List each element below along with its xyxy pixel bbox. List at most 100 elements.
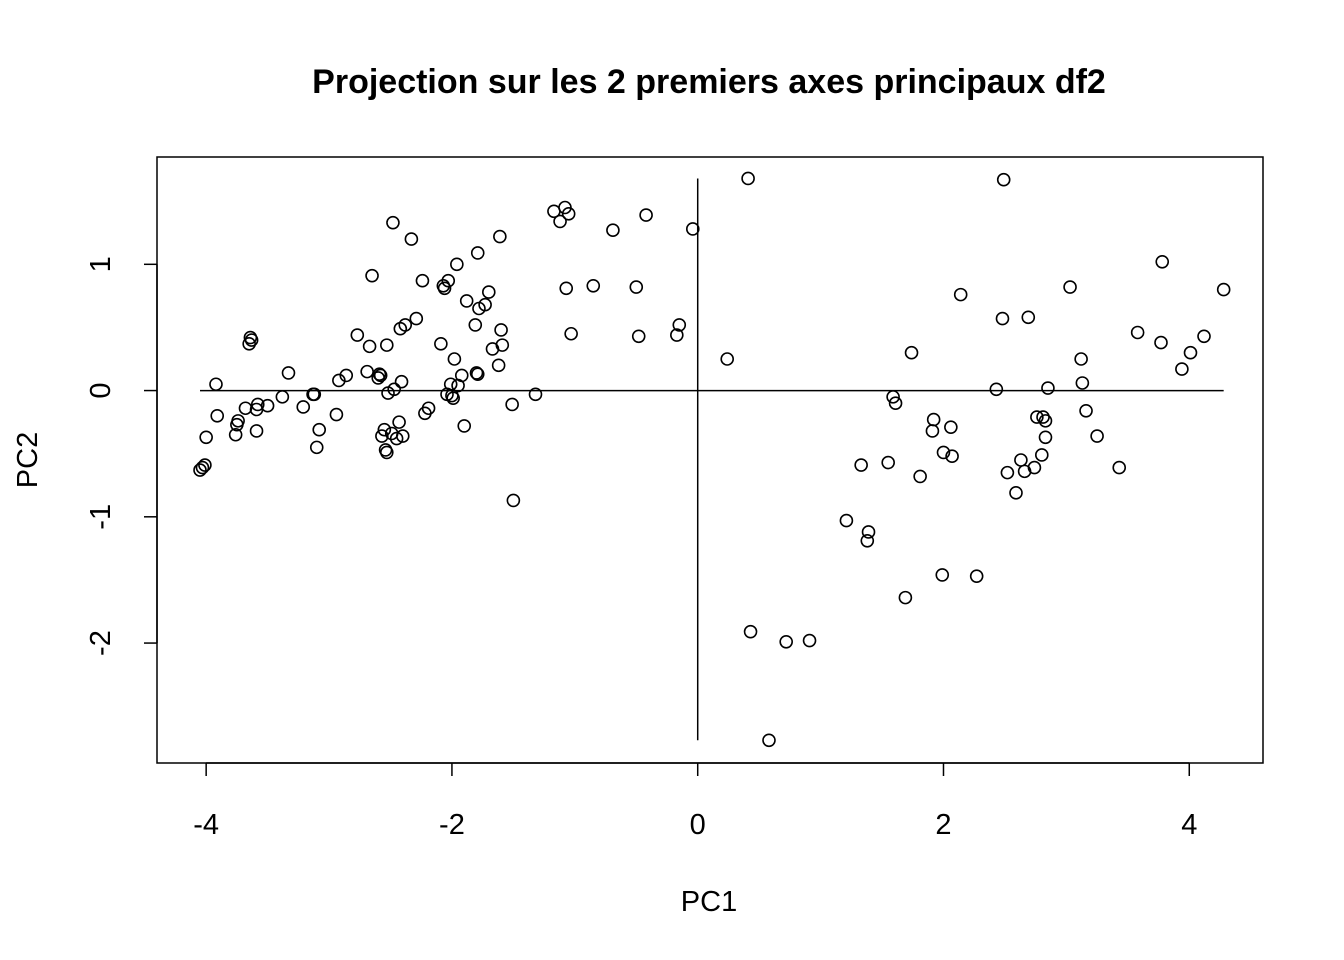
data-point	[350, 328, 365, 342]
data-point	[1014, 453, 1028, 467]
data-point	[881, 455, 895, 470]
data-point	[470, 246, 485, 260]
data-point	[559, 281, 574, 296]
data-point	[372, 367, 387, 381]
y-tick-label: 1	[85, 256, 117, 272]
data-point	[1074, 352, 1088, 366]
data-point	[209, 377, 223, 392]
data-point	[1075, 376, 1090, 390]
data-point	[1027, 460, 1042, 475]
data-point	[839, 513, 854, 528]
data-point	[1038, 430, 1053, 445]
data-point	[394, 374, 409, 389]
data-point	[1216, 282, 1231, 297]
data-point	[506, 493, 521, 508]
data-point	[898, 590, 913, 605]
data-point	[505, 397, 519, 412]
data-point	[365, 268, 379, 283]
data-point	[468, 318, 483, 332]
data-point	[478, 297, 492, 312]
data-point	[377, 422, 392, 437]
data-point	[193, 463, 207, 477]
data-point	[1030, 410, 1044, 424]
reference-lines	[200, 178, 1224, 741]
data-point	[434, 337, 448, 351]
data-point	[495, 338, 510, 352]
y-tick-label: -1	[85, 504, 117, 530]
data-point	[936, 445, 951, 460]
data-point	[231, 414, 245, 428]
data-point	[260, 398, 275, 413]
data-point	[387, 382, 401, 397]
data-point	[564, 326, 578, 341]
data-point	[989, 382, 1004, 397]
data-point	[249, 424, 264, 438]
data-point	[373, 368, 388, 383]
x-axis: -4 -2 0 2 4	[193, 762, 1197, 841]
data-point	[528, 387, 543, 402]
data-point	[437, 281, 452, 296]
data-point	[904, 345, 919, 360]
data-point	[309, 440, 324, 455]
data-point	[1036, 410, 1050, 424]
data-point	[447, 352, 462, 366]
y-axis: -2 -1 0 1	[85, 256, 158, 656]
data-point	[238, 401, 253, 416]
data-point	[1041, 381, 1055, 395]
data-point	[275, 390, 290, 404]
data-point	[1079, 403, 1093, 418]
data-point	[210, 409, 225, 423]
data-point	[1112, 460, 1127, 475]
data-point	[389, 431, 404, 446]
data-points	[193, 171, 1231, 748]
data-point	[195, 460, 210, 475]
data-point	[242, 337, 256, 351]
data-point	[493, 229, 507, 244]
data-point	[762, 733, 776, 748]
data-point	[469, 366, 484, 380]
data-point	[339, 368, 354, 383]
data-point	[1021, 310, 1036, 325]
data-point	[380, 445, 394, 460]
data-point	[945, 449, 959, 464]
plot-frame	[156, 156, 1264, 764]
data-point	[944, 420, 958, 434]
data-point	[639, 208, 653, 222]
data-point	[935, 568, 950, 582]
x-tick-label: -2	[439, 809, 465, 841]
data-point	[199, 430, 213, 445]
data-point	[281, 366, 296, 380]
data-point	[457, 419, 472, 433]
data-point	[386, 215, 400, 230]
data-point	[996, 172, 1011, 187]
data-point	[250, 397, 265, 412]
data-point	[720, 352, 735, 366]
data-point	[360, 364, 374, 379]
data-point	[398, 318, 413, 332]
data-point	[672, 318, 687, 332]
data-point	[606, 223, 620, 238]
data-point	[1009, 486, 1023, 500]
data-point	[459, 294, 474, 308]
data-point	[586, 278, 601, 293]
data-point	[446, 391, 460, 405]
x-tick-label: 2	[935, 809, 951, 841]
data-point	[1155, 254, 1170, 269]
data-point	[404, 232, 419, 246]
data-point	[629, 280, 644, 294]
data-point	[1154, 335, 1168, 350]
data-point	[491, 358, 506, 373]
data-point	[861, 525, 876, 539]
x-axis-label: PC1	[681, 886, 737, 918]
x-tick-label: -4	[193, 809, 219, 841]
data-point	[1090, 429, 1104, 443]
data-point	[1035, 448, 1049, 462]
x-tick-label: 0	[690, 809, 706, 841]
data-point	[926, 412, 941, 427]
data-point	[421, 401, 436, 416]
data-point	[969, 569, 984, 583]
data-point	[860, 533, 875, 548]
data-point	[329, 407, 344, 422]
data-point	[494, 323, 508, 337]
